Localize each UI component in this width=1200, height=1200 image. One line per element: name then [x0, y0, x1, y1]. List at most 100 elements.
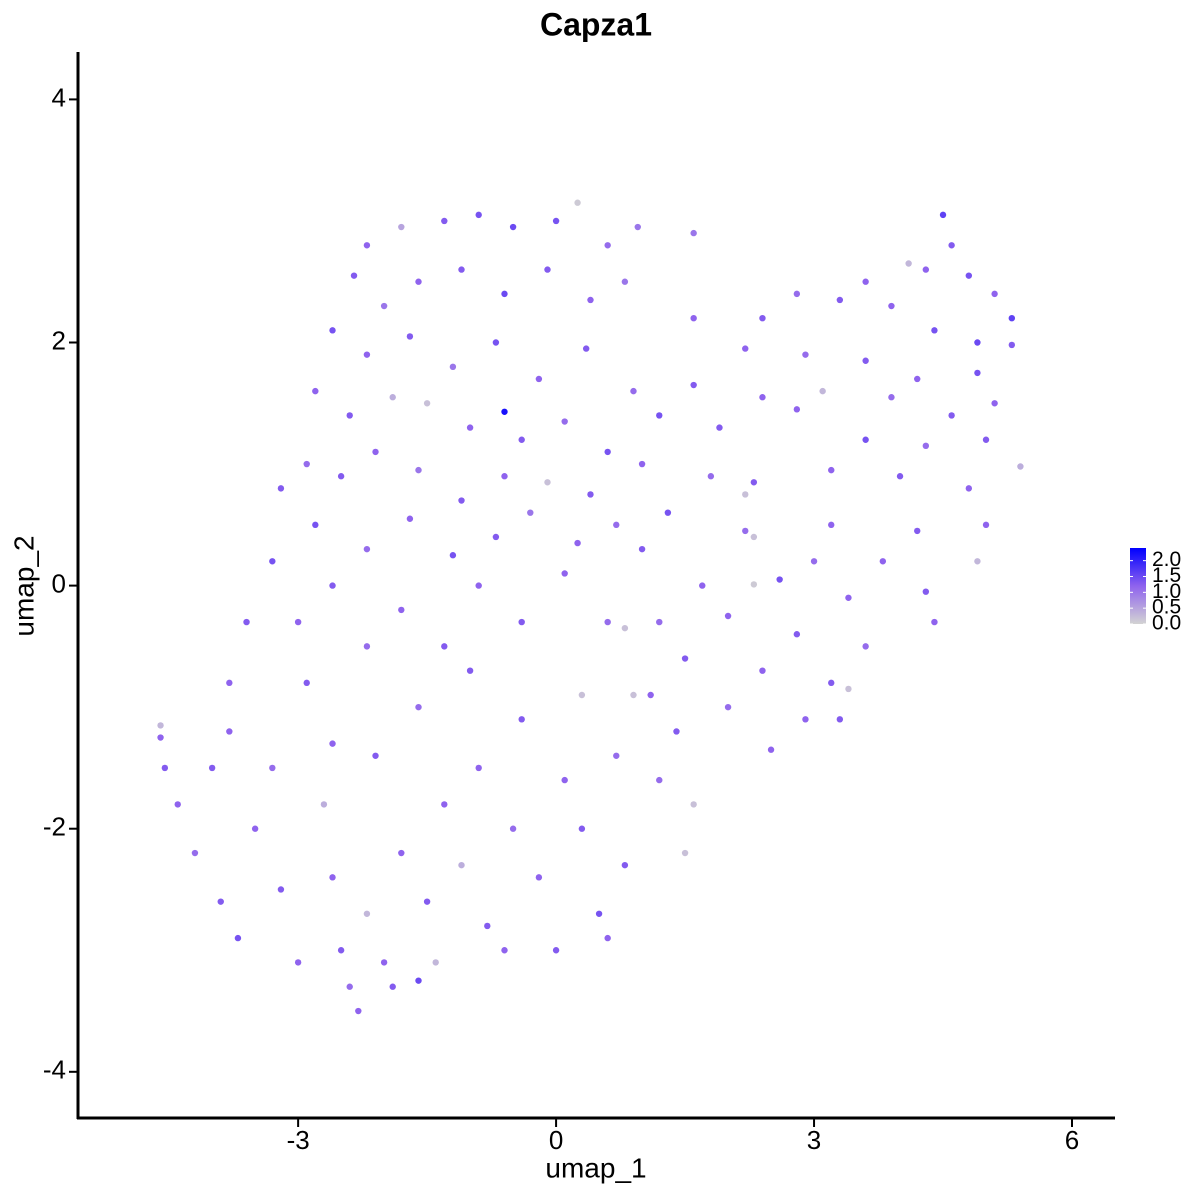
point: [750, 581, 758, 588]
point: [449, 552, 457, 559]
point: [681, 655, 689, 662]
point: [656, 618, 663, 626]
point: [922, 588, 930, 595]
point: [350, 272, 358, 279]
point: [681, 849, 689, 857]
point: [862, 278, 869, 285]
point: [716, 424, 723, 431]
point: [544, 479, 551, 486]
point: [509, 825, 517, 832]
point: [888, 394, 895, 401]
point: [888, 302, 895, 310]
point: [638, 545, 646, 553]
point: [802, 716, 809, 723]
point: [699, 582, 706, 589]
point: [759, 667, 766, 674]
point: [595, 910, 603, 917]
point: [277, 485, 285, 492]
point: [656, 776, 663, 784]
point: [862, 436, 869, 443]
point: [767, 746, 775, 753]
point: [363, 242, 371, 249]
point: [415, 703, 422, 711]
point: [208, 764, 216, 772]
point: [630, 691, 637, 699]
point: [466, 667, 474, 674]
point: [1017, 463, 1024, 470]
point: [845, 594, 852, 601]
point: [621, 861, 629, 869]
point: [535, 874, 543, 881]
point: [398, 606, 405, 614]
point: [776, 576, 783, 583]
point: [492, 339, 500, 346]
point: [759, 394, 766, 401]
point: [613, 752, 620, 759]
legend-label: 1.5: [1152, 564, 1181, 587]
point: [458, 861, 465, 869]
point: [948, 412, 955, 419]
point: [161, 764, 169, 772]
point: [965, 485, 973, 492]
point: [673, 728, 680, 735]
point: [656, 412, 663, 419]
point: [742, 491, 749, 498]
colorbar: [1130, 548, 1146, 624]
point: [415, 466, 422, 474]
point: [501, 473, 508, 480]
point: [157, 722, 164, 729]
point: [707, 473, 715, 480]
point: [690, 229, 697, 237]
point: [621, 278, 629, 285]
point: [982, 436, 990, 443]
point: [836, 296, 844, 304]
point: [552, 947, 560, 954]
point: [991, 290, 998, 298]
point: [819, 387, 826, 395]
point: [432, 959, 439, 966]
point: [647, 691, 654, 699]
point: [157, 734, 164, 741]
point: [634, 223, 641, 231]
x-tick-label: 6: [1065, 1125, 1079, 1155]
point: [294, 959, 302, 966]
point: [441, 643, 448, 650]
point: [484, 922, 491, 930]
point: [604, 934, 611, 942]
point: [372, 448, 379, 456]
point: [294, 618, 302, 626]
point: [475, 582, 482, 589]
point: [501, 408, 508, 415]
point: [329, 327, 336, 334]
point: [604, 242, 611, 249]
point: [574, 539, 581, 547]
x-tick-label: 3: [807, 1125, 821, 1155]
point: [587, 296, 594, 304]
point: [363, 910, 371, 917]
legend-label: 0.5: [1152, 596, 1181, 619]
point: [475, 764, 482, 772]
legend-label: 0.0: [1152, 612, 1181, 635]
point: [372, 752, 379, 759]
point: [793, 406, 801, 413]
point: [226, 679, 233, 687]
point: [750, 479, 758, 486]
x-tick-label: -3: [287, 1125, 310, 1155]
point: [346, 983, 353, 990]
y-tick-label: 4: [52, 82, 66, 112]
point: [922, 266, 930, 273]
point: [561, 776, 568, 784]
point: [501, 290, 508, 298]
point: [492, 533, 500, 541]
point: [441, 801, 448, 808]
point: [931, 618, 938, 626]
point: [905, 260, 912, 267]
point: [578, 691, 586, 699]
point: [690, 801, 697, 808]
point: [948, 242, 955, 249]
point: [561, 418, 568, 425]
chart-title: Capza1: [540, 6, 652, 42]
point: [690, 381, 697, 389]
point: [828, 466, 835, 474]
